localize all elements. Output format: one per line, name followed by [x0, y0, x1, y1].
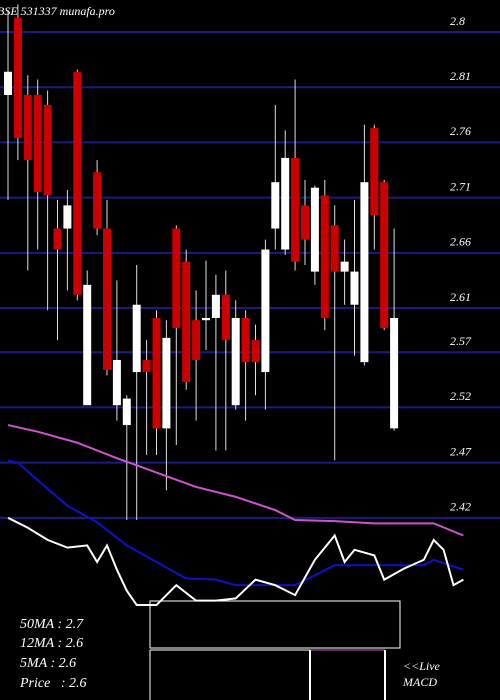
chart-title: BSE 531337 munafa.pro — [0, 4, 115, 18]
annotation: MACD — [402, 675, 437, 689]
candle-body — [310, 187, 319, 272]
candle-body — [53, 228, 62, 250]
candle-body — [112, 359, 121, 406]
candle-body — [281, 157, 290, 250]
candle-body — [271, 182, 280, 229]
candle-body — [291, 157, 300, 262]
candle-body — [350, 271, 359, 305]
candle-body — [142, 359, 151, 373]
y-tick-label: 2.42 — [450, 500, 471, 514]
candle-body — [301, 205, 309, 240]
candle-body — [73, 71, 82, 295]
candle-body — [202, 317, 210, 321]
candle-body — [360, 182, 369, 363]
candle-body — [132, 304, 141, 373]
candle-body — [83, 284, 92, 406]
candle-body — [261, 249, 270, 373]
y-tick-label: 2.61 — [450, 290, 471, 304]
macd-box — [149, 600, 401, 649]
candle-body — [23, 94, 32, 161]
candle-body — [390, 317, 399, 429]
y-tick-label: 2.57 — [450, 334, 472, 348]
candle-body — [103, 228, 111, 370]
candle-body — [63, 205, 72, 229]
candle-body — [152, 317, 161, 429]
legend-entry: 50MA : 2.7 — [20, 617, 84, 632]
candle-body — [320, 195, 329, 318]
y-tick-label: 2.47 — [450, 444, 472, 458]
candle-body — [251, 340, 260, 363]
candle-body — [211, 294, 220, 318]
candle-body — [172, 228, 181, 328]
y-tick-label: 2.66 — [450, 235, 471, 249]
annotation: <<Live — [403, 659, 441, 673]
candle-body — [93, 172, 102, 229]
y-tick-label: 2.71 — [450, 179, 471, 193]
y-tick-label: 2.76 — [450, 124, 471, 138]
ma-line — [7, 424, 464, 537]
candle-body — [182, 261, 191, 383]
legend-entry: 5MA : 2.6 — [20, 656, 76, 671]
candle-body — [241, 317, 250, 363]
candle-body — [380, 182, 389, 328]
candle-body — [13, 17, 22, 139]
y-tick-label: 2.8 — [450, 14, 465, 28]
candle-body — [192, 320, 201, 360]
legend-entry: Price : 2.6 — [19, 676, 86, 691]
y-tick-label: 2.52 — [450, 389, 471, 403]
candle-body — [162, 337, 171, 429]
candle-body — [330, 225, 339, 272]
candle-body — [4, 71, 12, 95]
legend-entry: 12MA : 2.6 — [20, 636, 83, 651]
candle-body — [231, 317, 240, 406]
candle-body — [340, 261, 349, 272]
y-tick-label: 2.81 — [450, 69, 471, 83]
candle-body — [370, 128, 379, 216]
candle-body — [221, 294, 230, 341]
candle-body — [122, 398, 131, 426]
candle-body — [43, 104, 52, 196]
ma-line — [7, 516, 464, 607]
ma-line — [7, 459, 464, 587]
candle-body — [33, 94, 42, 193]
